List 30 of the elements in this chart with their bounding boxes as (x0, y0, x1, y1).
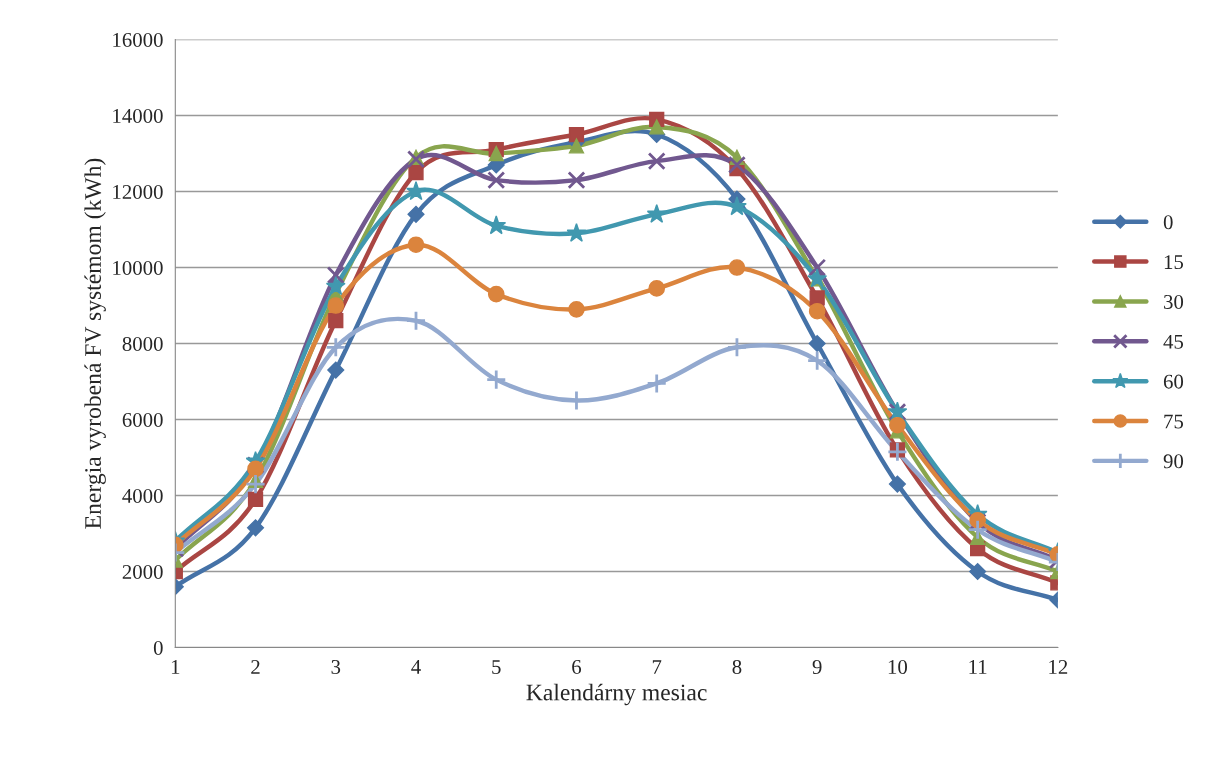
x-tick-label: 2 (251, 659, 260, 674)
legend-label: 0 (1163, 215, 1173, 230)
y-tick-label: 16000 (113, 32, 163, 47)
legend-label: 60 (1163, 374, 1184, 389)
x-tick-label: 9 (812, 659, 822, 674)
x-tick-label: 12 (1049, 659, 1068, 674)
y-tick-label: 4000 (122, 488, 163, 503)
y-tick-label: 2000 (122, 564, 163, 579)
y-tick-label: 0 (153, 640, 163, 655)
x-axis-title: Kalendárny mesiac (526, 683, 707, 706)
legend-label: 90 (1163, 454, 1184, 469)
x-tick-label: 6 (572, 659, 582, 674)
y-tick-label: 12000 (113, 184, 163, 199)
legend-label: 30 (1164, 294, 1184, 309)
x-tick-label: 10 (888, 659, 908, 674)
x-tick-label: 1 (171, 660, 180, 674)
x-tick-label: 8 (732, 659, 742, 674)
y-tick-label: 14000 (113, 108, 163, 123)
legend-label: 45 (1163, 334, 1184, 349)
x-tick-label: 5 (492, 660, 501, 674)
y-tick-label: 8000 (122, 336, 163, 351)
x-tick-label: 3 (331, 659, 341, 674)
legend-label: 75 (1164, 414, 1184, 429)
y-tick-label: 6000 (122, 412, 163, 427)
y-axis-title: Energia vyrobená FV systémom (kWh) (84, 158, 106, 529)
x-tick-label: 11 (969, 660, 987, 674)
x-tick-label: 7 (652, 660, 662, 674)
x-tick-label: 4 (411, 660, 421, 674)
legend-label: 15 (1164, 255, 1184, 270)
y-tick-label: 10000 (113, 260, 163, 275)
